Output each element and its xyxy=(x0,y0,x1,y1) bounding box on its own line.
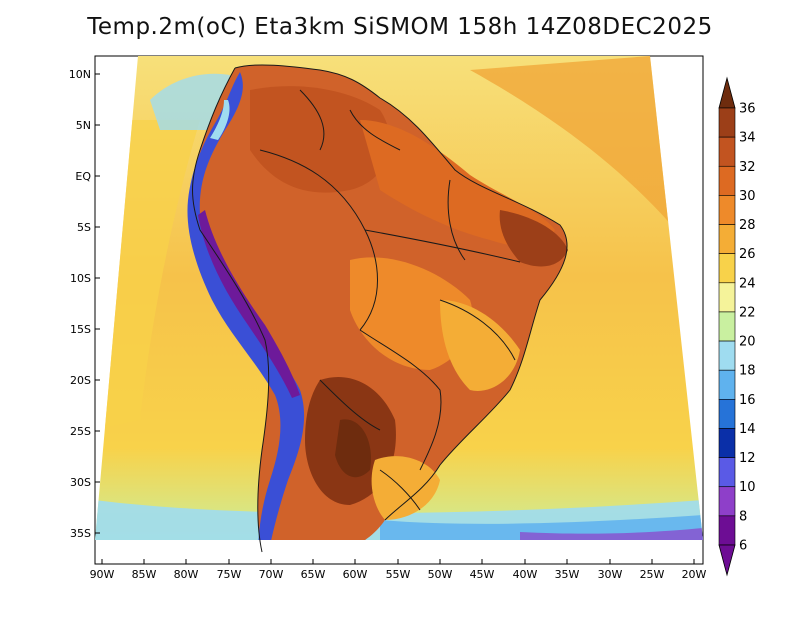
border-peru-brazil xyxy=(259,149,378,331)
lat-label: 10S xyxy=(70,272,91,285)
map-title: Temp.2m(oC) Eta3km SiSMOM 158h 14Z08DEC2… xyxy=(87,14,713,40)
lat-label: 5S xyxy=(77,221,91,234)
central-brazil xyxy=(350,257,473,370)
coldest-southern-ocean xyxy=(520,528,703,540)
latitude-axis: 10N 5N EQ 5S 10S 15S 20S 25S 30S 35S xyxy=(69,68,92,540)
lon-label: 40W xyxy=(513,568,538,581)
lon-label: 35W xyxy=(555,568,580,581)
colorbar-label: 22 xyxy=(739,305,756,320)
colorbar-label: 20 xyxy=(739,335,756,350)
lat-label: 30S xyxy=(70,476,91,489)
colorbar-segment xyxy=(718,369,736,400)
longitude-ticks xyxy=(101,559,695,564)
south-brazil xyxy=(371,456,440,520)
coastline-atlantic xyxy=(234,64,568,521)
colorbar: 36 34 32 30 28 26 24 22 20 18 16 14 12 10 8 6 xyxy=(718,76,756,577)
colorbar-label: 26 xyxy=(739,247,756,262)
border-venezuela xyxy=(299,89,325,151)
colorbar-segment xyxy=(718,428,736,458)
border-uruguay xyxy=(379,469,421,511)
lat-label: 35S xyxy=(70,527,91,540)
colorbar-segment xyxy=(718,399,736,429)
lon-label: 65W xyxy=(301,568,326,581)
colorbar-label: 30 xyxy=(739,189,756,204)
colorbar-label: 32 xyxy=(739,160,756,175)
colorbar-arrow-top xyxy=(718,76,736,109)
border-bolivia-paraguay xyxy=(359,329,442,471)
lon-label: 80W xyxy=(174,568,199,581)
border-brazil-states xyxy=(439,299,516,361)
lat-label: EQ xyxy=(75,170,91,183)
lon-label: 55W xyxy=(386,568,411,581)
border-argentina xyxy=(319,379,381,431)
colorbar-label: 16 xyxy=(739,393,756,408)
lon-label: 20W xyxy=(682,568,707,581)
country-borders xyxy=(192,64,568,553)
latitude-ticks xyxy=(95,73,100,534)
colorbar-label: 34 xyxy=(739,131,756,146)
colorbar-label: 14 xyxy=(739,422,756,437)
colorbar-segment xyxy=(718,165,736,196)
colorbar-segment xyxy=(718,486,736,517)
cool-caribbean xyxy=(150,73,230,130)
colorbar-label: 36 xyxy=(739,102,756,117)
lon-label: 45W xyxy=(470,568,495,581)
lat-label: 10N xyxy=(69,68,91,81)
southeast-highlands xyxy=(440,300,520,391)
chaco-hottest xyxy=(335,419,371,478)
colorbar-segment xyxy=(718,224,736,254)
colorbar-segment xyxy=(718,195,736,225)
colorbar-segment xyxy=(718,457,736,488)
colorbar-label: 8 xyxy=(739,509,747,524)
colorbar-label: 24 xyxy=(739,276,756,291)
colorbar-arrow-bottom xyxy=(718,544,736,577)
lat-label: 20S xyxy=(70,374,91,387)
border-brazil-north xyxy=(447,179,466,261)
colorbar-label: 6 xyxy=(739,539,747,554)
andes-coldest xyxy=(198,210,300,398)
colorbar-segment xyxy=(718,282,736,313)
colorbar-label: 12 xyxy=(739,451,756,466)
coastline-pacific xyxy=(192,67,270,553)
colorbar-segment xyxy=(718,107,736,138)
lat-label: 15S xyxy=(70,323,91,336)
colorbar-label: 28 xyxy=(739,218,756,233)
lon-label: 90W xyxy=(90,568,115,581)
border-north-central xyxy=(364,229,521,263)
lat-label: 25S xyxy=(70,425,91,438)
temperature-field xyxy=(95,56,703,540)
colorbar-label: 18 xyxy=(739,364,756,379)
lon-label: 75W xyxy=(217,568,242,581)
colorbar-segment xyxy=(718,340,736,371)
lon-label: 25W xyxy=(640,568,665,581)
lon-label: 50W xyxy=(428,568,453,581)
andes-north-cool xyxy=(210,100,230,140)
lon-label: 30W xyxy=(598,568,623,581)
lon-label: 70W xyxy=(259,568,284,581)
colorbar-segment xyxy=(718,515,736,546)
colorbar-segment xyxy=(718,311,736,342)
border-guianas xyxy=(349,109,401,151)
colorbar-segment xyxy=(718,253,736,284)
longitude-axis: 90W 85W 80W 75W 70W 65W 60W 55W 50W 45W … xyxy=(90,568,707,581)
amazon-hot xyxy=(250,86,390,193)
lon-label: 60W xyxy=(343,568,368,581)
warm-atlantic xyxy=(470,56,703,260)
colorbar-label: 10 xyxy=(739,480,756,495)
northeast-hot xyxy=(499,210,568,267)
lon-label: 85W xyxy=(132,568,157,581)
lat-label: 5N xyxy=(76,119,91,132)
colorbar-segment xyxy=(718,136,736,167)
